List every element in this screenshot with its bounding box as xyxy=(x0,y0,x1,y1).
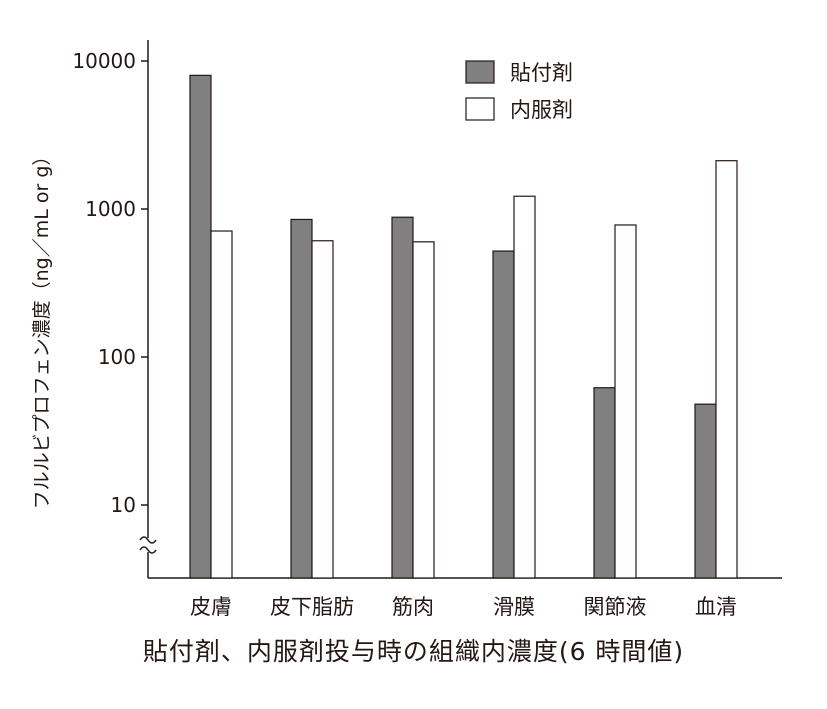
bar-patch xyxy=(290,218,313,579)
axis-break-mark xyxy=(139,536,157,544)
bar-oral xyxy=(715,160,738,579)
axis-break-mark xyxy=(139,546,157,554)
x-category-label: 関節液 xyxy=(584,595,647,619)
legend-label: 内服剤 xyxy=(510,98,573,122)
y-tick-label: 10000 xyxy=(72,49,136,73)
bar-oral xyxy=(311,240,334,579)
chart-caption: 貼付剤、内服剤投与時の組織内濃度(6 時間値) xyxy=(142,637,685,666)
y-tick-label: 10 xyxy=(111,493,136,517)
bar-oral xyxy=(210,230,233,579)
x-category-label: 皮膚 xyxy=(190,595,232,619)
legend-swatch xyxy=(465,60,495,84)
x-categories: 皮膚 皮下脂肪 筋肉 滑膜 関節液 血清 xyxy=(190,595,737,619)
axes xyxy=(139,40,782,579)
legend-swatch xyxy=(465,97,495,121)
x-category-label: 皮下脂肪 xyxy=(270,595,354,619)
legend-label: 貼付剤 xyxy=(510,61,573,85)
bar-oral xyxy=(513,195,536,579)
bar-patch xyxy=(189,74,212,579)
y-tick-label: 1000 xyxy=(85,197,136,221)
y-axis-label: フルルビプロフェン濃度（ng／mL or g） xyxy=(31,147,53,510)
x-category-label: 筋肉 xyxy=(392,595,434,619)
bar-patch xyxy=(694,403,717,579)
bar-patch xyxy=(391,216,414,579)
y-tick-label: 100 xyxy=(98,345,136,369)
bar-patch xyxy=(492,250,515,579)
bars xyxy=(189,74,738,579)
y-ticks: 10 100 1000 10000 xyxy=(72,49,148,517)
bar-oral xyxy=(412,241,435,579)
bar-oral xyxy=(614,224,637,579)
bar-patch xyxy=(593,387,616,579)
x-category-label: 滑膜 xyxy=(493,595,535,619)
x-category-label: 血清 xyxy=(695,595,737,619)
